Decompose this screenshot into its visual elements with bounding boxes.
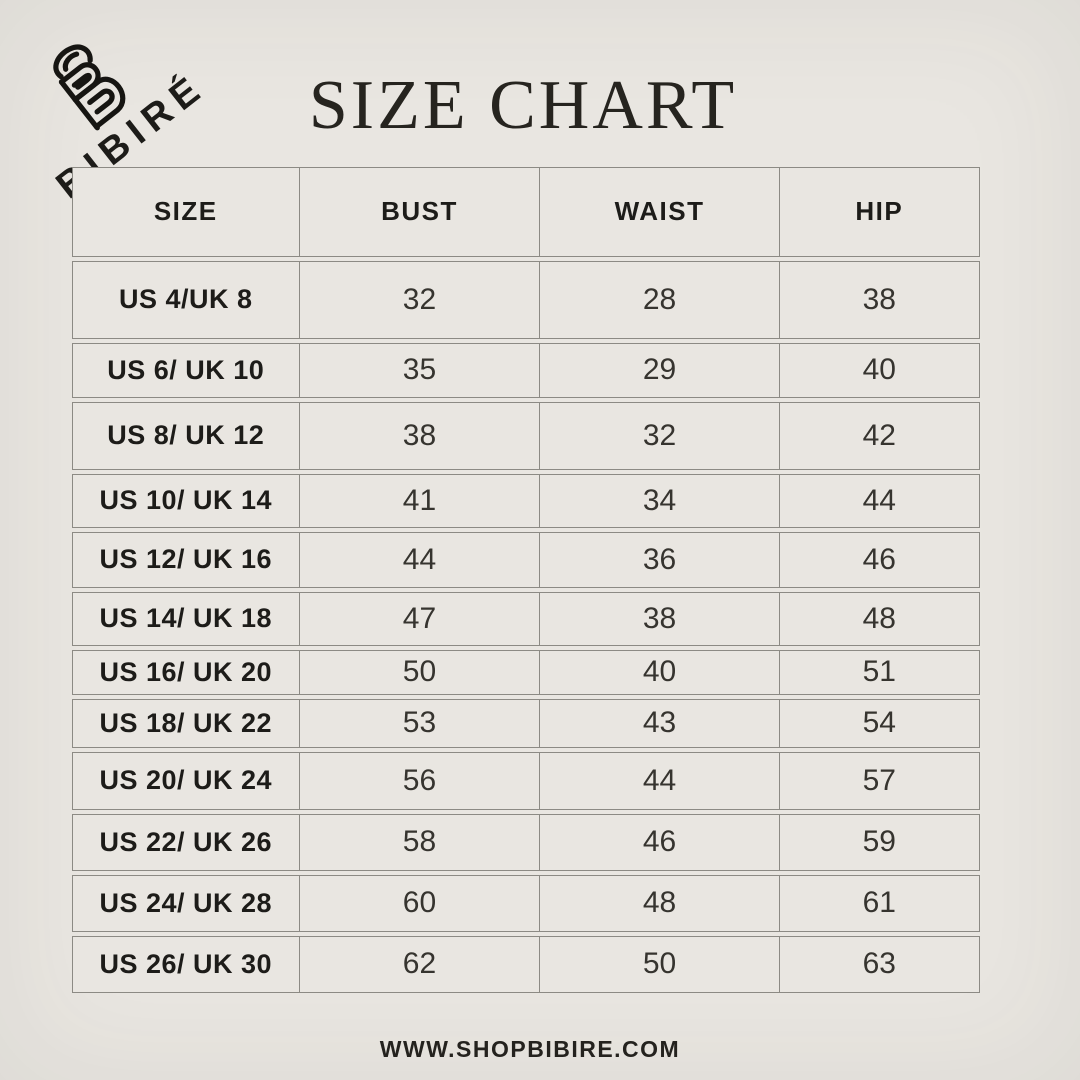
cell-bust: 47 <box>300 593 541 645</box>
row-size-label: US 24/ UK 28 <box>73 876 300 931</box>
cell-waist: 29 <box>540 344 780 397</box>
cell-waist: 38 <box>540 593 780 645</box>
cell-hip: 44 <box>862 483 896 517</box>
cell-waist: 32 <box>540 403 780 469</box>
column-header-size: SIZE <box>73 168 300 256</box>
cell-waist: 50 <box>540 937 780 992</box>
cell-waist: 40 <box>540 651 780 694</box>
cell-bust: 62 <box>300 937 541 992</box>
cell-bust: 44 <box>300 533 541 587</box>
row-size-label: US 8/ UK 12 <box>73 403 300 469</box>
cell-bust: 41 <box>300 475 541 527</box>
cell-waist: 28 <box>540 262 780 338</box>
column-header-waist: WAIST <box>540 168 780 256</box>
table-row: US 6/ UK 10 35 29 40 <box>72 343 980 398</box>
cell-hip: 57 <box>862 763 896 797</box>
table-row: US 24/ UK 28 60 48 61 <box>72 875 980 932</box>
table-row: US 18/ UK 22 53 43 54 <box>72 699 980 748</box>
column-header-hip: HIP <box>855 196 904 227</box>
cell-hip: 63 <box>862 947 896 981</box>
cell-hip: 46 <box>862 542 896 576</box>
size-table-header-row: SIZE BUST WAIST HIP <box>72 167 980 257</box>
cell-hip: 54 <box>862 706 896 740</box>
cell-waist: 46 <box>540 815 780 870</box>
table-row: US 10/ UK 14 41 34 44 <box>72 474 980 528</box>
size-table: SIZE BUST WAIST HIP US 4/UK 8 32 28 38 US 6/ UK… <box>72 167 980 993</box>
size-table-body: US 4/UK 8 32 28 38 US 6/ UK 10 35 29 40 US 8/ UK… <box>72 261 980 993</box>
row-size-label: US 18/ UK 22 <box>73 700 300 747</box>
cell-hip: 59 <box>862 825 896 859</box>
table-row: US 20/ UK 24 56 44 57 <box>72 752 980 810</box>
cell-waist: 34 <box>540 475 780 527</box>
table-row: US 22/ UK 26 58 46 59 <box>72 814 980 871</box>
row-size-label: US 16/ UK 20 <box>73 651 300 694</box>
table-row: US 14/ UK 18 47 38 48 <box>72 592 980 646</box>
cell-bust: 60 <box>300 876 541 931</box>
cell-hip: 42 <box>862 418 896 452</box>
table-row: US 12/ UK 16 44 36 46 <box>72 532 980 588</box>
row-size-label: US 6/ UK 10 <box>73 344 300 397</box>
cell-hip: 40 <box>862 353 896 387</box>
page-title: SIZE CHART <box>308 67 738 144</box>
cell-hip: 38 <box>862 282 896 316</box>
cell-waist: 43 <box>540 700 780 747</box>
table-row: US 26/ UK 30 62 50 63 <box>72 936 980 993</box>
cell-waist: 44 <box>540 753 780 809</box>
cell-bust: 50 <box>300 651 541 694</box>
row-size-label: US 10/ UK 14 <box>73 475 300 527</box>
website-url: WWW.SHOPBIBIRE.COM <box>379 1036 681 1062</box>
cell-hip: 48 <box>862 601 896 635</box>
cell-waist: 36 <box>540 533 780 587</box>
cell-bust: 38 <box>300 403 541 469</box>
cell-bust: 35 <box>300 344 541 397</box>
table-row: US 16/ UK 20 50 40 51 <box>72 650 980 695</box>
row-size-label: US 4/UK 8 <box>73 262 300 338</box>
column-header-bust: BUST <box>300 168 541 256</box>
cell-bust: 32 <box>300 262 541 338</box>
row-size-label: US 20/ UK 24 <box>73 753 300 809</box>
cell-hip: 51 <box>862 655 896 689</box>
row-size-label: US 26/ UK 30 <box>73 937 300 992</box>
row-size-label: US 12/ UK 16 <box>73 533 300 587</box>
table-row: US 8/ UK 12 38 32 42 <box>72 402 980 470</box>
cell-bust: 56 <box>300 753 541 809</box>
row-size-label: US 14/ UK 18 <box>73 593 300 645</box>
row-size-label: US 22/ UK 26 <box>73 815 300 870</box>
table-row: US 4/UK 8 32 28 38 <box>72 261 980 339</box>
cell-waist: 48 <box>540 876 780 931</box>
cell-bust: 53 <box>300 700 541 747</box>
cell-bust: 58 <box>300 815 541 870</box>
cell-hip: 61 <box>862 886 896 920</box>
